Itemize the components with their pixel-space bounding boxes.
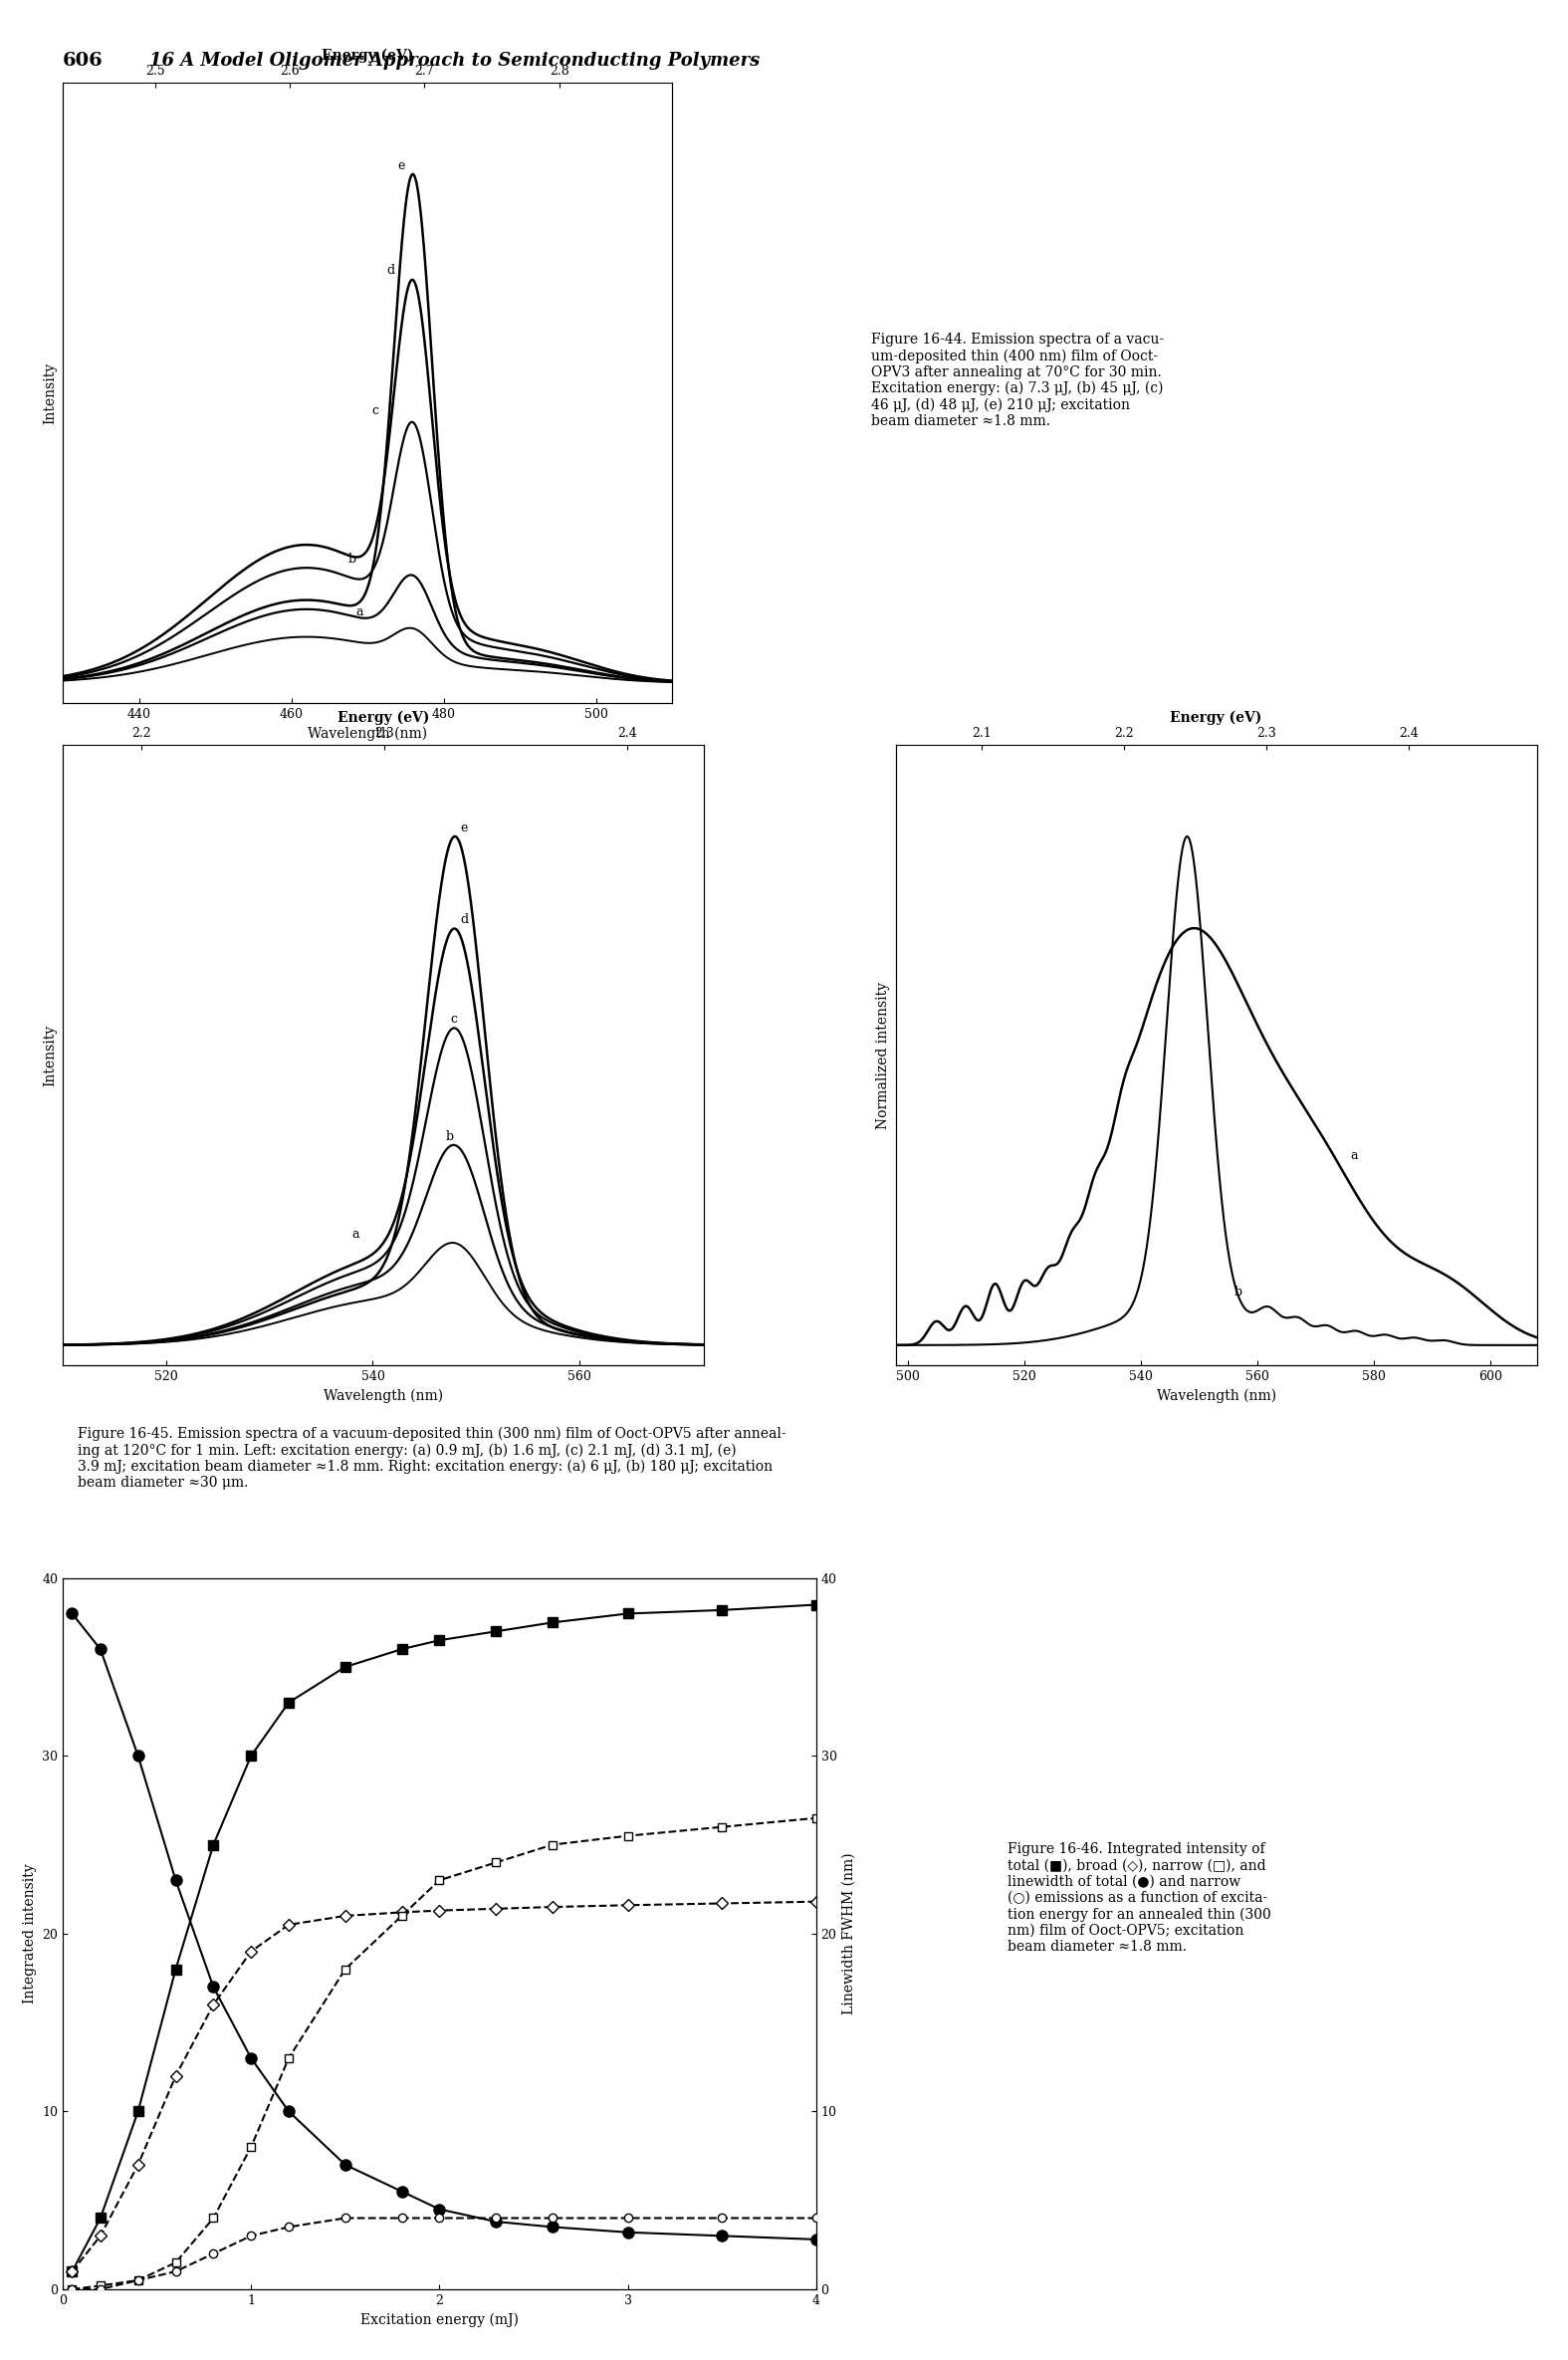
X-axis label: Excitation energy (mJ): Excitation energy (mJ): [361, 2313, 519, 2327]
X-axis label: Wavelength (nm): Wavelength (nm): [307, 727, 426, 741]
Text: a: a: [1350, 1149, 1358, 1161]
Text: a: a: [353, 1227, 359, 1241]
Text: Figure 16-46. Integrated intensity of
total (■), broad (◇), narrow (□), and
line: Figure 16-46. Integrated intensity of to…: [1008, 1843, 1272, 1954]
Text: d: d: [386, 264, 394, 276]
Text: b: b: [445, 1130, 453, 1142]
Y-axis label: Normalized intensity: Normalized intensity: [877, 982, 891, 1128]
Text: Figure 16-45. Emission spectra of a vacuum-deposited thin (300 nm) film of Ooct-: Figure 16-45. Emission spectra of a vacu…: [77, 1425, 786, 1489]
Text: a: a: [356, 604, 364, 618]
Text: c: c: [372, 404, 378, 418]
Y-axis label: Linewidth FWHM (nm): Linewidth FWHM (nm): [842, 1853, 856, 2015]
Y-axis label: Intensity: Intensity: [44, 1024, 56, 1086]
X-axis label: Wavelength (nm): Wavelength (nm): [323, 1388, 442, 1404]
Text: Figure 16-44. Emission spectra of a vacu-
um-deposited thin (400 nm) film of Ooc: Figure 16-44. Emission spectra of a vacu…: [870, 333, 1163, 430]
Text: e: e: [398, 158, 406, 172]
Text: d: d: [461, 913, 469, 927]
X-axis label: Wavelength (nm): Wavelength (nm): [1157, 1388, 1276, 1404]
Y-axis label: Intensity: Intensity: [44, 361, 56, 425]
Y-axis label: Integrated intensity: Integrated intensity: [22, 1864, 36, 2004]
Text: b: b: [348, 552, 356, 566]
X-axis label: Energy (eV): Energy (eV): [321, 47, 414, 61]
Text: b: b: [1234, 1286, 1242, 1298]
Text: 606: 606: [63, 52, 103, 71]
X-axis label: Energy (eV): Energy (eV): [1170, 710, 1262, 725]
Text: c: c: [450, 1012, 458, 1027]
X-axis label: Energy (eV): Energy (eV): [337, 710, 430, 725]
Text: 16 A Model Oligomer Approach to Semiconducting Polymers: 16 A Model Oligomer Approach to Semicond…: [149, 52, 759, 71]
Text: e: e: [461, 821, 467, 835]
